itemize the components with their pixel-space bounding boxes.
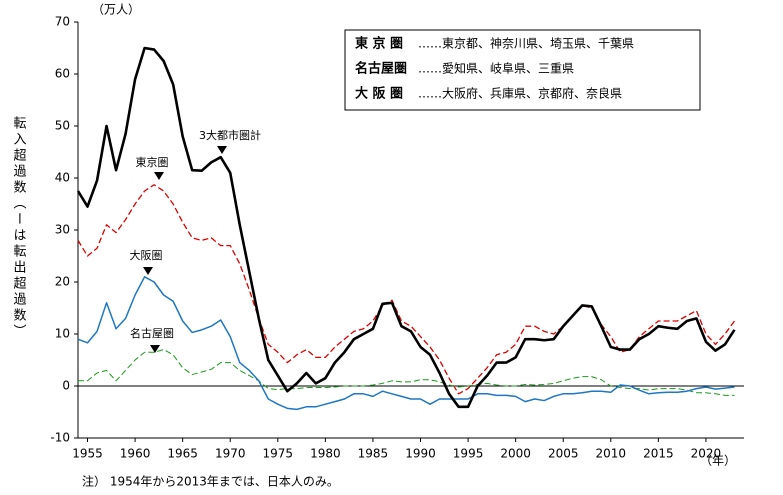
x-tick-label: 2015 [643, 447, 674, 461]
y-tick-label: 60 [55, 67, 70, 81]
y-tick-label: 40 [55, 171, 70, 185]
x-tick-label: 1985 [358, 447, 389, 461]
x-tick-label: 2020 [691, 447, 722, 461]
x-tick-label: 1975 [263, 447, 294, 461]
x-tick-label: 1970 [215, 447, 246, 461]
legend-name: 名古屋圏 [355, 61, 407, 77]
y-tick-label: 50 [55, 119, 70, 133]
y-tick-label: 20 [55, 275, 70, 289]
y-tick-label: 30 [55, 223, 70, 237]
annotation-arrow [150, 345, 160, 353]
legend-box [344, 29, 701, 111]
annotation: 大阪圏 [130, 248, 163, 262]
y-tick-label: 70 [55, 15, 70, 29]
series-line [78, 349, 735, 396]
annotation-arrow [154, 172, 164, 180]
annotation-arrow [217, 146, 227, 154]
series-line [76, 46, 736, 409]
x-tick-label: 1960 [120, 447, 151, 461]
x-tick-label: 2005 [548, 447, 579, 461]
y-tick-label: -10 [50, 431, 70, 445]
legend-desc: ……愛知県、岐阜県、三重県 [418, 62, 574, 76]
x-tick-label: 1990 [405, 447, 436, 461]
series-line [77, 184, 736, 395]
note: 注） 1954年から2013年までは、日本人のみ。 [82, 474, 339, 489]
y-tick-label: 10 [55, 327, 70, 341]
annotation-arrow [143, 267, 153, 275]
x-tick-label: 1965 [167, 447, 198, 461]
legend-name: 大 阪 圏 [355, 86, 403, 102]
y-tick-label: 0 [62, 379, 70, 393]
annotation: 名古屋圏 [130, 326, 174, 340]
legend-desc: ……東京都、神奈川県、埼玉県、千葉県 [418, 37, 634, 51]
annotation: 東京圏 [136, 155, 169, 169]
x-tick-label: 1955 [72, 447, 103, 461]
y-axis-label: 転入超過数（ーは転出超過数） [11, 116, 27, 340]
x-tick-label: 2000 [500, 447, 531, 461]
unit-label: （万人） [92, 3, 140, 17]
x-unit: （年） [700, 454, 736, 468]
x-tick-label: 1995 [453, 447, 484, 461]
series-line [77, 276, 735, 411]
legend-desc: ……大阪府、兵庫県、京都府、奈良県 [418, 86, 622, 101]
annotation: 3大都市圏計 [199, 128, 261, 142]
x-tick-label: 1980 [310, 447, 341, 461]
x-tick-label: 2010 [596, 447, 627, 461]
legend-name: 東 京 圏 [355, 36, 403, 52]
